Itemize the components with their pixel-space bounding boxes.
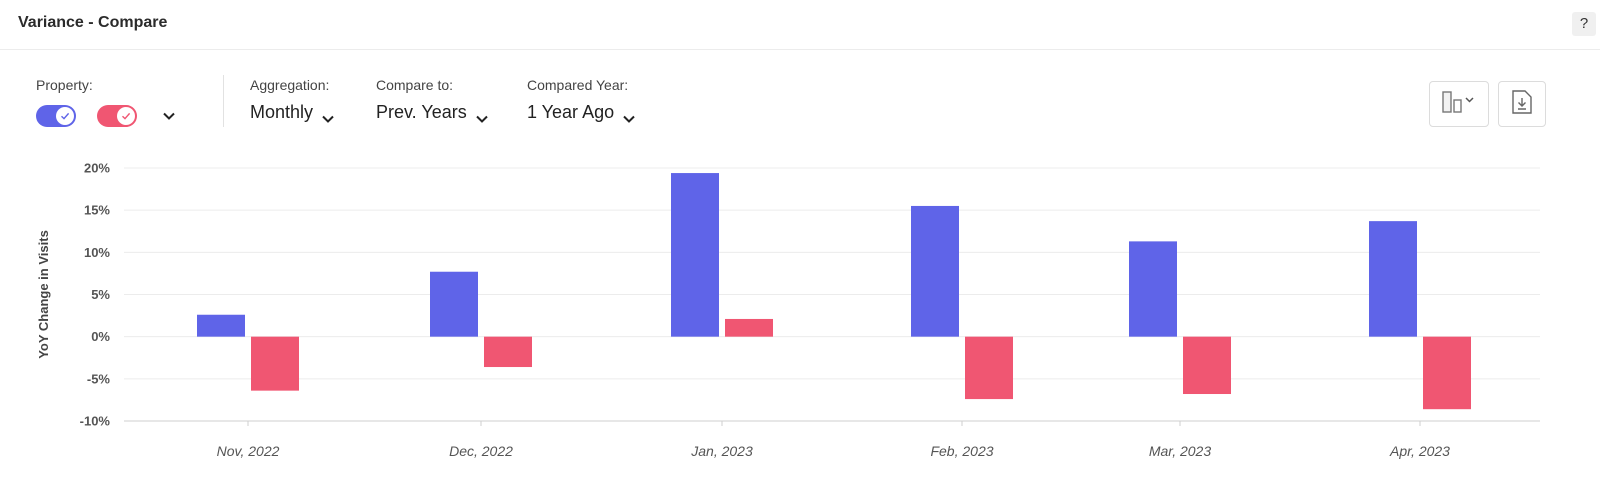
y-tick-label: 0% — [91, 329, 110, 344]
x-tick-label: Dec, 2022 — [449, 443, 513, 459]
variance-bar-chart: 20% 15% 10% 5% 0% -5% -10% Nov, 2022 Dec, 2022 J… — [36, 161, 1540, 459]
property-toggle-1[interactable] — [36, 105, 76, 127]
x-tick-label: Feb, 2023 — [930, 443, 993, 459]
download-icon — [1511, 89, 1533, 120]
x-tick-label: Mar, 2023 — [1149, 443, 1211, 459]
compare-to-value: Prev. Years — [376, 102, 467, 122]
y-tick-label: -10% — [80, 414, 111, 429]
bar — [725, 318, 773, 337]
compare-to-label: Compare to: — [376, 77, 454, 93]
bar-chart-type-icon — [1440, 89, 1478, 120]
x-axis-ticks: Nov, 2022 Dec, 2022 Jan, 2023 Feb, 2023 Mar,… — [217, 421, 1450, 459]
panel-title: Variance - Compare — [18, 14, 168, 31]
bar — [911, 205, 959, 337]
y-axis-label: YoY Change in Visits — [36, 230, 51, 359]
x-tick-label: Jan, 2023 — [690, 443, 753, 459]
bar — [1423, 336, 1471, 410]
check-icon — [117, 107, 135, 125]
property-label: Property: — [36, 77, 93, 93]
controls-divider — [223, 75, 224, 127]
y-axis-ticks: 20% 15% 10% 5% 0% -5% -10% — [80, 161, 111, 429]
chevron-down-icon — [622, 108, 636, 123]
x-tick-label: Nov, 2022 — [217, 443, 280, 459]
compared-year-select[interactable]: 1 Year Ago — [527, 102, 636, 123]
grid-lines — [124, 167, 1540, 422]
compared-year-value: 1 Year Ago — [527, 102, 615, 122]
y-tick-label: 20% — [84, 161, 110, 176]
bar — [1369, 221, 1417, 337]
y-tick-label: 10% — [84, 245, 110, 260]
y-tick-label: -5% — [87, 371, 111, 386]
compare-to-select[interactable]: Prev. Years — [376, 102, 489, 123]
x-tick-label: Apr, 2023 — [1389, 443, 1450, 459]
bar — [430, 271, 478, 337]
aggregation-select[interactable]: Monthly — [250, 102, 335, 123]
aggregation-label: Aggregation: — [250, 77, 330, 93]
aggregation-value: Monthly — [250, 102, 314, 122]
bar — [197, 314, 245, 337]
bar — [251, 336, 299, 391]
check-icon — [56, 107, 74, 125]
y-tick-label: 5% — [91, 287, 110, 302]
chart-type-button[interactable] — [1429, 81, 1489, 127]
property-toggle-2[interactable] — [97, 105, 137, 127]
compared-year-label: Compared Year: — [527, 77, 629, 93]
bar — [671, 173, 719, 337]
bar — [484, 336, 532, 368]
panel-header: Variance - Compare ? — [0, 0, 1600, 50]
bar — [965, 336, 1013, 400]
help-button[interactable]: ? — [1572, 12, 1596, 36]
bars — [197, 173, 1471, 410]
property-dropdown-chevron-icon[interactable] — [162, 108, 176, 126]
y-tick-label: 15% — [84, 203, 110, 218]
bar — [1183, 336, 1231, 395]
download-button[interactable] — [1498, 81, 1546, 127]
chevron-down-icon — [321, 108, 335, 123]
chevron-down-icon — [475, 108, 489, 123]
bar — [1129, 241, 1177, 337]
